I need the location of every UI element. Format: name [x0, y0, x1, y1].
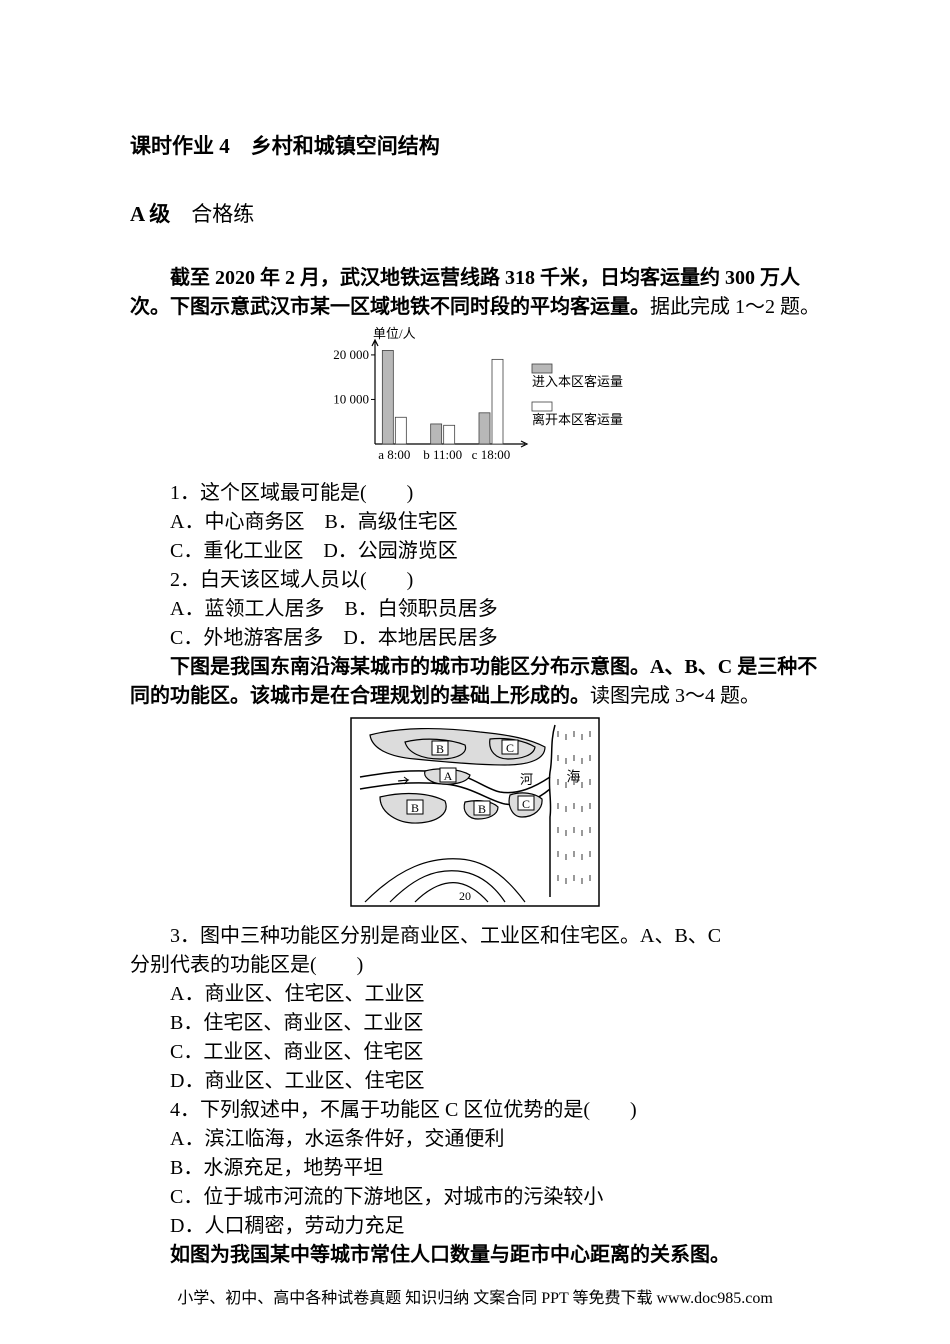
svg-text:A: A — [444, 769, 453, 783]
intro-3-bold: 如图为我国某中等城市常住人口数量与距市中心距离的关系图。 — [170, 1244, 730, 1266]
q1-stem: 1．这个区域最可能是( ) — [130, 479, 820, 508]
q4-opt-c: C．位于城市河流的下游地区，对城市的污染较小 — [130, 1183, 820, 1212]
page-footer: 小学、初中、高中各种试卷真题 知识归纳 文案合同 PPT 等免费下载 www.d… — [0, 1284, 950, 1308]
q3-opt-b: B．住宅区、商业区、工业区 — [130, 1009, 820, 1038]
q3-stem-l1: 3．图中三种功能区分别是商业区、工业区和住宅区。A、B、C — [130, 922, 820, 951]
svg-text:20 000: 20 000 — [333, 347, 369, 362]
svg-text:进入本区客运量: 进入本区客运量 — [532, 374, 623, 389]
intro-1-rest: 据此完成 1～2 题。 — [650, 296, 820, 318]
svg-text:10 000: 10 000 — [333, 391, 369, 406]
q4-stem: 4．下列叙述中，不属于功能区 C 区位优势的是( ) — [130, 1096, 820, 1125]
q4-opt-a: A．滨江临海，水运条件好，交通便利 — [130, 1125, 820, 1154]
svg-text:c 18:00: c 18:00 — [472, 447, 511, 462]
svg-text:离开本区客运量: 离开本区客运量 — [532, 412, 623, 427]
svg-text:B: B — [436, 742, 444, 756]
svg-text:B: B — [411, 801, 419, 815]
q1-opts-row1: A．中心商务区 B．高级住宅区 — [130, 508, 820, 537]
svg-text:20: 20 — [459, 889, 471, 903]
svg-text:海: 海 — [565, 769, 581, 783]
q4-opt-b: B．水源充足，地势平坦 — [130, 1154, 820, 1183]
bar-chart-svg: 单位/人 20 000 10 000 a 8:00 b 11:00 c 18:00 进入本区… — [320, 326, 630, 466]
city-map-svg: 海河20BCABBC — [350, 717, 600, 907]
q4-opt-d: D．人口稠密，劳动力充足 — [130, 1212, 820, 1241]
level-label: A 级 合格练 — [130, 198, 820, 228]
svg-text:B: B — [478, 802, 486, 816]
intro-2-rest: 读图完成 3～4 题。 — [590, 685, 760, 707]
intro-1: 截至 2020 年 2 月，武汉地铁运营线路 318 千米，日均客运量约 300… — [130, 264, 820, 322]
worksheet-title: 课时作业 4 乡村和城镇空间结构 — [130, 130, 820, 160]
level-suffix: 合格练 — [170, 202, 254, 226]
q2-opts-row2: C．外地游客居多 D．本地居民居多 — [130, 624, 820, 653]
svg-text:a 8:00: a 8:00 — [378, 447, 410, 462]
svg-text:b 11:00: b 11:00 — [423, 447, 462, 462]
svg-text:单位/人: 单位/人 — [373, 326, 416, 341]
svg-text:河: 河 — [520, 772, 533, 787]
intro-2: 下图是我国东南沿海某城市的城市功能区分布示意图。A、B、C 是三种不同的功能区。… — [130, 653, 820, 711]
q3-opt-c: C．工业区、商业区、住宅区 — [130, 1038, 820, 1067]
q2-opts-row1: A．蓝领工人居多 B．白领职员居多 — [130, 595, 820, 624]
svg-text:C: C — [522, 797, 530, 811]
q1-opts-row2: C．重化工业区 D．公园游览区 — [130, 537, 820, 566]
q3-opt-d: D．商业区、工业区、住宅区 — [130, 1067, 820, 1096]
map-figure: 海河20BCABBC — [130, 717, 820, 912]
q3-stem-l2: 分别代表的功能区是( ) — [130, 951, 820, 980]
intro-3: 如图为我国某中等城市常住人口数量与距市中心距离的关系图。 — [130, 1241, 820, 1270]
q2-stem: 2．白天该区域人员以( ) — [130, 566, 820, 595]
q3-opt-a: A．商业区、住宅区、工业区 — [130, 980, 820, 1009]
svg-text:C: C — [506, 741, 514, 755]
level-prefix: A 级 — [130, 202, 170, 226]
chart-1: 单位/人 20 000 10 000 a 8:00 b 11:00 c 18:00 进入本区… — [130, 326, 820, 471]
